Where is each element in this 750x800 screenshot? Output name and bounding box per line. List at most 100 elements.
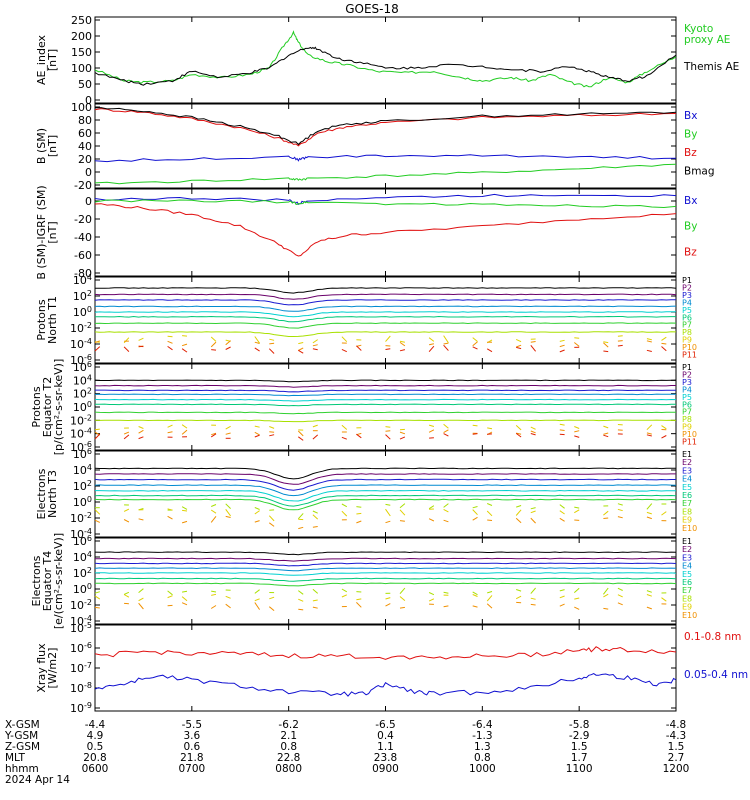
- channel-line-e8: [182, 590, 188, 593]
- channel-line-p11: [385, 348, 391, 350]
- footer-value: 21.8: [180, 752, 203, 764]
- series-line-kyoto-proxy-ae: [94, 30, 677, 88]
- channel-line-p7: [94, 411, 677, 415]
- channel-line-e9: [298, 598, 304, 602]
- channel-line-e9: [385, 508, 391, 517]
- channel-line-p2: [94, 384, 676, 388]
- channel-line-p9: [254, 336, 261, 344]
- channel-line-e5: [95, 489, 677, 502]
- y-tick-label: 102: [73, 566, 92, 580]
- channel-line-p2: [94, 293, 677, 300]
- channel-line-e8: [646, 590, 652, 593]
- channel-line-p10: [254, 341, 260, 344]
- channel-line-p10: [167, 340, 173, 344]
- legend-p4: P4: [682, 298, 692, 307]
- legend-e6: E6: [682, 491, 692, 500]
- channel-line-e9: [269, 596, 275, 600]
- channel-line-e10: [312, 526, 318, 528]
- channel-line-e7: [94, 498, 677, 511]
- legend-e3: E3: [682, 553, 692, 562]
- channel-line-e10: [530, 517, 536, 524]
- channel-line-e9: [94, 509, 101, 515]
- channel-line-p11: [646, 434, 652, 437]
- y-axis-label: [nT]: [46, 135, 59, 157]
- channel-line-p10: [312, 344, 318, 347]
- channel-line-e10: [559, 517, 565, 522]
- channel-line-p11: [138, 345, 144, 348]
- channel-line-p9: [646, 424, 653, 431]
- legend-e10: E10: [682, 611, 697, 620]
- channel-line-e10: [515, 517, 522, 524]
- panel-frame: [94, 16, 677, 104]
- legend-by: By: [684, 129, 697, 141]
- channel-line-p9: [167, 424, 173, 428]
- legend-bx: Bx: [684, 110, 697, 122]
- channel-line-p9: [574, 426, 580, 429]
- y-tick-label: 104: [73, 273, 92, 287]
- footer-value: 2.1: [280, 730, 297, 742]
- channel-line-e10: [487, 519, 493, 521]
- channel-line-e7: [95, 582, 677, 587]
- legend-bz: Bz: [684, 147, 697, 159]
- footer-value: -6.2: [278, 719, 299, 731]
- channel-line-e9: [167, 508, 173, 511]
- channel-line-e8: [617, 503, 623, 506]
- channel-line-e9: [559, 510, 565, 515]
- legend-p3: P3: [682, 291, 692, 300]
- footer-value: -1.3: [472, 730, 493, 742]
- channel-line-e8: [443, 503, 449, 508]
- footer-row-label: X-GSM: [5, 719, 40, 731]
- legend-e3: E3: [682, 466, 692, 475]
- y-tick-label: 10-2: [70, 321, 92, 335]
- channel-line-p10: [181, 429, 188, 435]
- channel-line-p11: [181, 348, 188, 353]
- y-axis-label: B (SM)-IGRF (SM): [35, 185, 48, 279]
- channel-line-p11: [385, 434, 391, 440]
- y-axis-label: Electrons: [35, 468, 48, 519]
- channel-line-p11: [399, 436, 406, 440]
- channel-line-p11: [269, 434, 275, 437]
- channel-line-e10: [646, 516, 652, 520]
- channel-line-p3: [94, 299, 677, 306]
- channel-line-e8: [138, 588, 144, 593]
- channel-line-p9: [515, 338, 522, 343]
- channel-line-e8: [225, 503, 231, 509]
- channel-line-p11: [312, 434, 319, 440]
- channel-line-p11: [603, 434, 609, 438]
- channel-line-e9: [617, 594, 623, 598]
- footer-value: 1.5: [571, 741, 588, 753]
- channel-line-p11: [443, 433, 449, 437]
- legend-p6: P6: [682, 313, 692, 322]
- channel-line-e9: [661, 597, 667, 602]
- channel-line-e10: [123, 519, 130, 523]
- y-tick-label: 10-6: [70, 641, 92, 655]
- y-tick-label: -20: [74, 179, 92, 192]
- channel-line-p10: [399, 431, 406, 435]
- channel-line-p11: [298, 436, 304, 441]
- channel-line-e9: [515, 509, 522, 516]
- channel-line-e10: [94, 519, 101, 523]
- legend-p7: P7: [682, 408, 692, 417]
- channel-line-p10: [269, 342, 275, 345]
- channel-line-p9: [94, 428, 100, 431]
- channel-line-e9: [312, 514, 319, 520]
- y-tick-label: 10-4: [70, 337, 92, 351]
- channel-line-e1: [94, 551, 677, 556]
- series-line-bx: [94, 193, 677, 205]
- channel-line-p11: [617, 344, 623, 347]
- footer-value: 0.4: [377, 730, 394, 742]
- channel-line-e8: [573, 587, 580, 593]
- channel-line-e8: [341, 588, 348, 593]
- channel-line-p10: [661, 342, 667, 345]
- channel-line-p9: [298, 342, 304, 345]
- channel-line-p11: [472, 433, 478, 435]
- channel-line-p10: [617, 340, 623, 342]
- channel-line-p10: [428, 429, 435, 433]
- channel-line-e9: [661, 511, 667, 516]
- panel-frame: [94, 624, 677, 712]
- channel-line-e9: [443, 508, 449, 513]
- y-tick-label: 10-5: [70, 621, 92, 635]
- y-tick-label: -40: [74, 231, 92, 244]
- channel-line-e9: [123, 594, 130, 598]
- channel-line-p11: [356, 345, 362, 351]
